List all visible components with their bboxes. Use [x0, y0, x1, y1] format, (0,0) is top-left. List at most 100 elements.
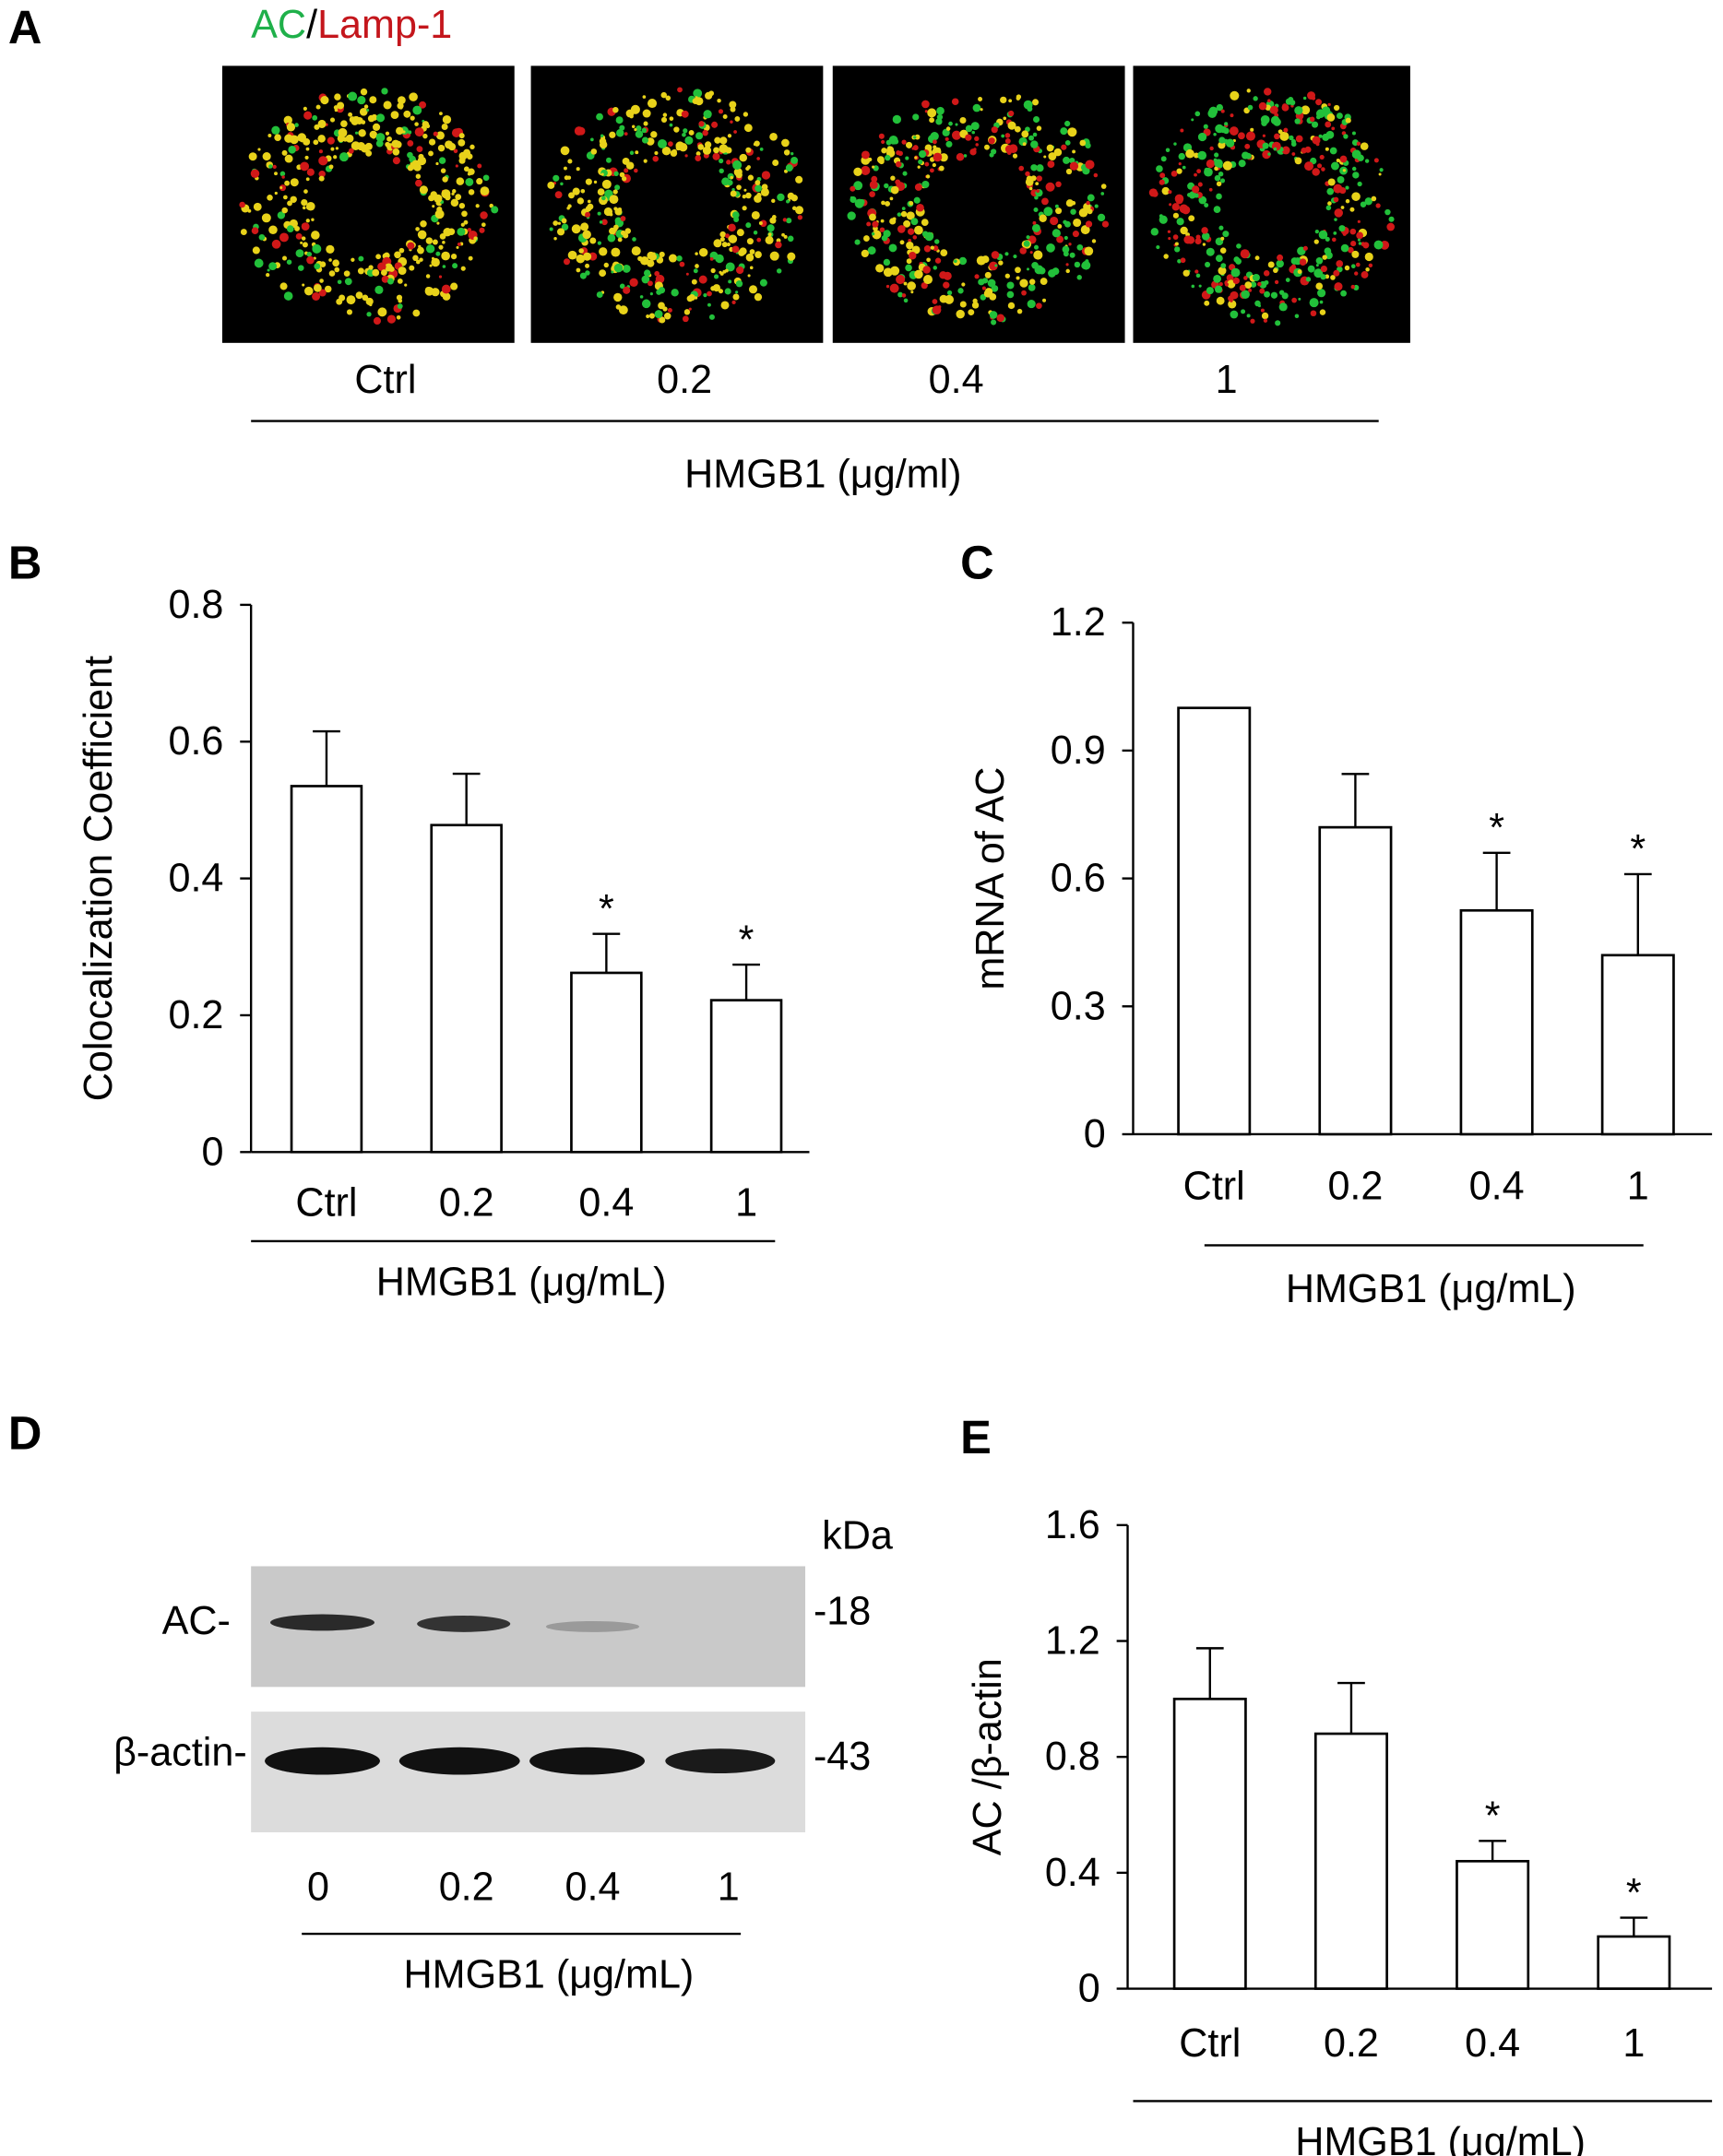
- puncta: [921, 180, 930, 189]
- puncta: [693, 89, 703, 99]
- puncta: [682, 132, 686, 137]
- puncta: [1197, 182, 1203, 187]
- puncta: [745, 222, 752, 229]
- puncta: [890, 175, 896, 181]
- puncta: [1241, 309, 1246, 314]
- puncta: [1243, 276, 1248, 280]
- puncta: [1028, 186, 1033, 191]
- puncta: [288, 145, 296, 154]
- puncta: [396, 294, 403, 301]
- x-tick-label: Ctrl: [1183, 1164, 1245, 1208]
- significance-mark: *: [1626, 1871, 1642, 1915]
- puncta: [980, 108, 983, 112]
- puncta: [632, 237, 636, 242]
- puncta: [869, 180, 878, 189]
- puncta: [585, 270, 590, 276]
- puncta: [732, 160, 743, 170]
- puncta: [609, 227, 616, 235]
- puncta: [1334, 104, 1340, 112]
- bar: [1177, 706, 1252, 1136]
- puncta: [600, 134, 604, 137]
- puncta: [1351, 166, 1357, 172]
- puncta: [1028, 135, 1035, 141]
- puncta: [658, 287, 666, 294]
- puncta: [745, 192, 752, 199]
- puncta: [1302, 96, 1307, 101]
- puncta: [1240, 249, 1250, 259]
- puncta: [412, 309, 421, 317]
- puncta: [897, 212, 902, 217]
- puncta: [1277, 129, 1283, 135]
- puncta: [1357, 219, 1361, 223]
- error-bar: [732, 963, 760, 1001]
- puncta: [719, 231, 726, 238]
- puncta: [654, 270, 659, 277]
- puncta: [251, 227, 259, 234]
- puncta: [1315, 282, 1324, 290]
- x-axis-label: HMGB1 (μg/mL): [376, 1261, 667, 1305]
- puncta: [294, 123, 299, 127]
- puncta: [407, 164, 414, 172]
- puncta: [713, 147, 719, 154]
- x-tick-label: 0.4: [1465, 2021, 1520, 2066]
- puncta: [1014, 125, 1021, 133]
- puncta: [1262, 149, 1271, 160]
- puncta: [945, 294, 955, 304]
- puncta: [872, 165, 875, 169]
- puncta: [319, 278, 324, 283]
- puncta: [1168, 237, 1171, 241]
- puncta: [1001, 134, 1005, 138]
- puncta: [1267, 152, 1271, 156]
- puncta: [728, 279, 732, 284]
- puncta: [1289, 135, 1294, 141]
- puncta: [613, 263, 624, 273]
- puncta: [1220, 263, 1227, 268]
- puncta: [443, 228, 452, 237]
- puncta: [1019, 247, 1027, 255]
- puncta: [1198, 195, 1207, 205]
- puncta: [734, 116, 741, 122]
- puncta: [585, 263, 590, 268]
- puncta: [374, 285, 384, 294]
- x-axis-label: HMGB1 (μg/mL): [1295, 2120, 1586, 2156]
- puncta: [596, 113, 603, 121]
- puncta: [329, 117, 336, 123]
- puncta: [892, 114, 902, 124]
- puncta: [286, 123, 296, 132]
- puncta: [606, 157, 612, 163]
- puncta: [1033, 244, 1040, 250]
- micrograph: [832, 65, 1125, 343]
- puncta: [1349, 207, 1355, 212]
- x-tick-label: 0.4: [1469, 1164, 1525, 1208]
- puncta: [286, 259, 292, 265]
- x-axis-label: HMGB1 (μg/ml): [684, 453, 961, 497]
- puncta: [1344, 265, 1350, 271]
- puncta: [692, 98, 699, 105]
- puncta: [1331, 237, 1337, 243]
- puncta: [1021, 290, 1027, 296]
- puncta: [719, 136, 728, 145]
- puncta: [611, 270, 614, 274]
- puncta: [279, 282, 288, 290]
- puncta: [991, 285, 999, 292]
- puncta: [368, 265, 374, 270]
- puncta: [384, 263, 393, 272]
- puncta: [1350, 264, 1356, 269]
- puncta: [469, 144, 475, 150]
- puncta: [749, 249, 755, 255]
- puncta: [590, 148, 598, 155]
- puncta: [1202, 243, 1206, 246]
- puncta: [766, 224, 775, 232]
- puncta: [1279, 131, 1289, 141]
- puncta: [1073, 218, 1082, 228]
- puncta: [622, 157, 630, 165]
- puncta: [1194, 193, 1199, 198]
- puncta: [937, 305, 942, 309]
- puncta: [302, 242, 308, 248]
- puncta: [859, 198, 865, 206]
- puncta: [1084, 246, 1094, 256]
- puncta: [889, 218, 897, 225]
- puncta: [1025, 171, 1030, 177]
- puncta: [615, 116, 624, 124]
- puncta: [1331, 126, 1336, 131]
